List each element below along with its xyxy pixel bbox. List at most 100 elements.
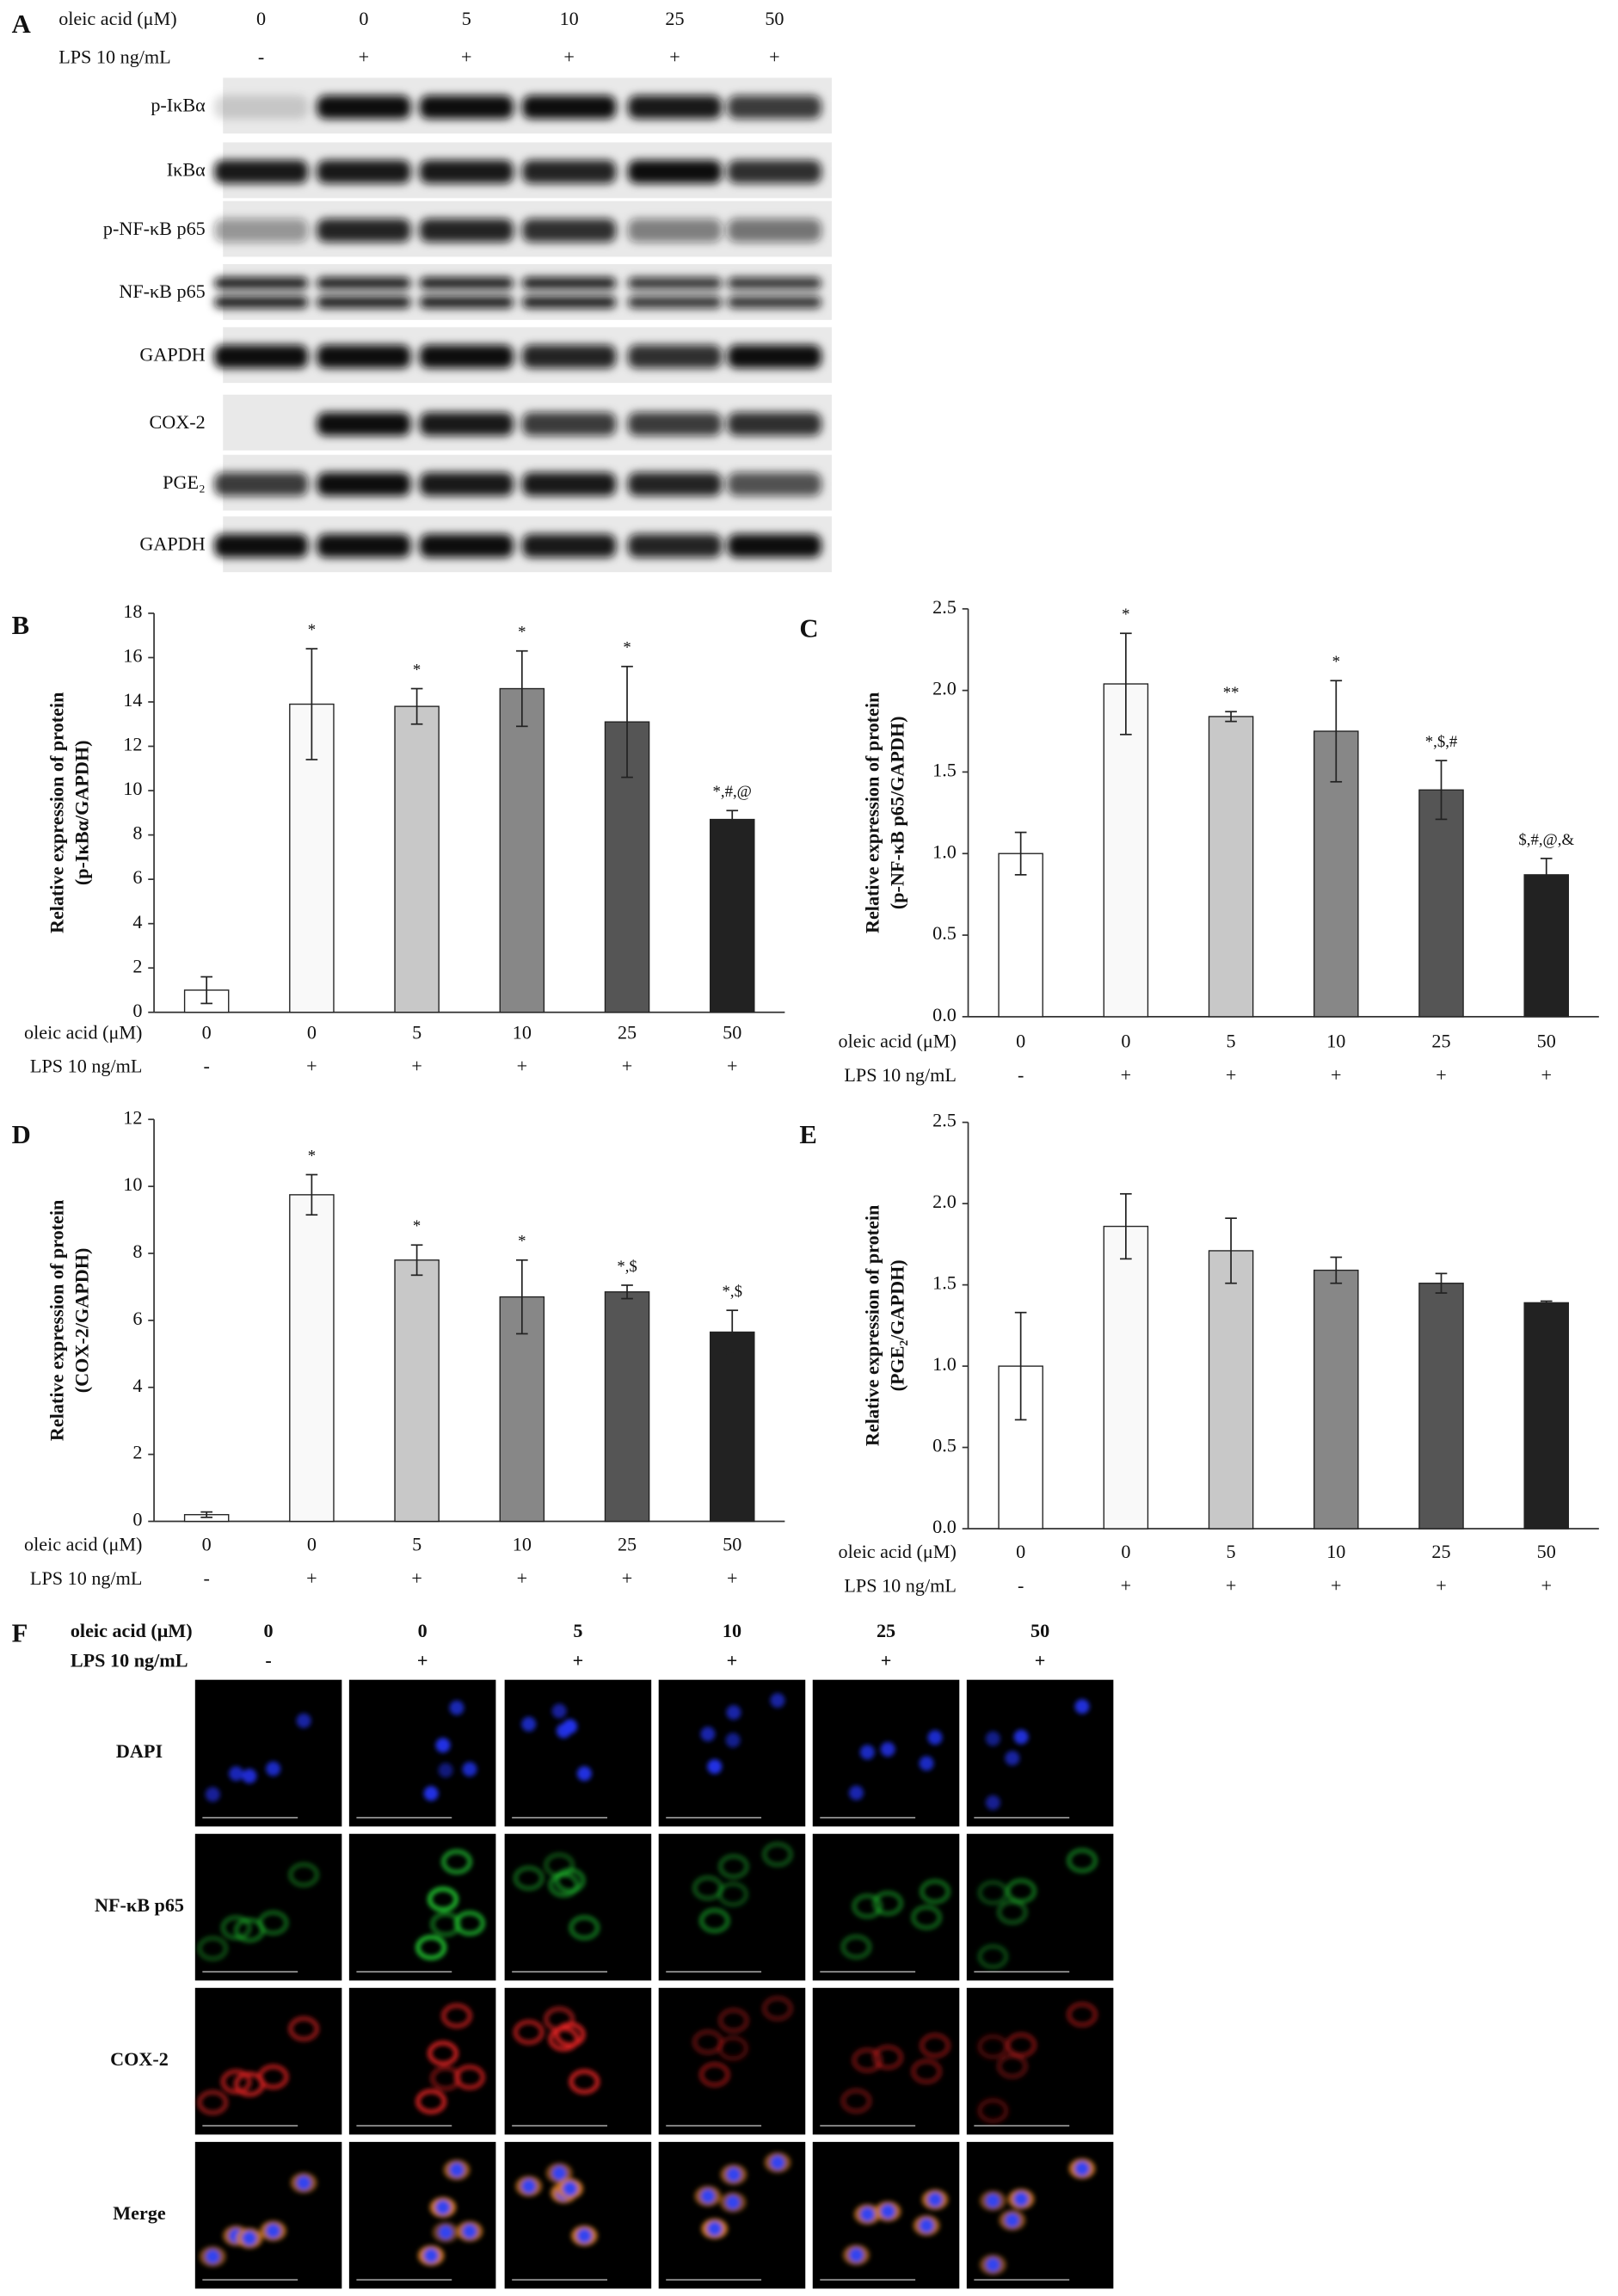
panel-letter: C: [799, 613, 818, 643]
cell: [920, 2033, 950, 2059]
nucleus: [435, 1738, 451, 1753]
nucleus: [725, 2194, 741, 2210]
x-tick-label: +: [622, 1056, 633, 1077]
band: [727, 95, 821, 120]
micrograph: [504, 1833, 652, 1981]
x-tick-label: 25: [1431, 1031, 1450, 1052]
cell: [554, 2022, 586, 2047]
nucleus: [435, 2200, 451, 2215]
cell: [852, 1893, 883, 1919]
band: [522, 412, 617, 436]
row-label: LPS 10 ng/mL: [30, 1567, 142, 1589]
panel-letter: A: [12, 9, 31, 39]
nucleus: [296, 2175, 311, 2190]
cell: [220, 1915, 252, 1941]
nucleus: [1074, 1699, 1090, 1714]
band: [522, 533, 617, 558]
channel-label: NF-κB p65: [95, 1894, 184, 1916]
blot-bands: [213, 95, 821, 120]
panel-letter: E: [799, 1120, 816, 1149]
x-tick-label: 50: [723, 1534, 741, 1555]
error-bar: [1014, 1311, 1027, 1421]
y-tick-label: 8: [132, 822, 142, 844]
y-tick-label: 4: [132, 911, 142, 933]
panel-letter: F: [12, 1619, 28, 1648]
nucleus: [927, 2192, 943, 2207]
nucleus: [859, 1745, 875, 1760]
y-tick-label: 0.5: [932, 922, 957, 944]
significance-label: *,$: [723, 1283, 742, 1301]
micrograph: [348, 1833, 496, 1981]
x-tick-label: +: [1331, 1064, 1342, 1086]
y-tick-label: 0.0: [932, 1004, 957, 1025]
cell: [441, 1849, 472, 1874]
cell: [996, 1899, 1028, 1925]
band: [522, 219, 617, 243]
band: [213, 296, 309, 309]
nucleus: [423, 2248, 439, 2263]
panel-letter: B: [12, 611, 29, 640]
nucleus: [919, 1756, 934, 1771]
significance-label: *,$,#: [1425, 733, 1458, 751]
x-tick-label: +: [306, 1056, 317, 1077]
cells: [700, 1693, 785, 1775]
x-tick-label: 5: [1227, 1541, 1236, 1562]
x-tick-label: 50: [1537, 1031, 1556, 1052]
cells: [417, 2159, 483, 2266]
column-label: 0: [359, 8, 368, 29]
cells: [205, 1713, 311, 1802]
band: [627, 412, 723, 436]
cell: [852, 2047, 883, 2073]
band: [317, 412, 411, 436]
nucleus: [1005, 2213, 1020, 2228]
nucleus: [770, 2155, 785, 2170]
cell: [911, 1905, 942, 1930]
nucleus: [462, 2224, 477, 2239]
cell: [840, 1934, 872, 1960]
nucleus: [1005, 1751, 1020, 1766]
y-tick-label: 12: [123, 734, 142, 755]
column-label: +: [461, 46, 472, 67]
blot-bands: [213, 533, 821, 558]
nucleus: [242, 2231, 257, 2246]
x-tick-label: 10: [1326, 1541, 1345, 1562]
error-bar: [621, 1284, 633, 1300]
channel-label: Merge: [113, 2202, 166, 2224]
y-tick-label: 8: [132, 1240, 142, 1262]
band: [419, 412, 514, 436]
x-tick-label: +: [1331, 1574, 1342, 1596]
band: [317, 219, 411, 243]
column-label: +: [1035, 1649, 1046, 1671]
nucleus: [266, 1761, 281, 1776]
nucleus: [449, 1700, 464, 1715]
band: [317, 277, 411, 290]
cells: [513, 1852, 600, 1941]
blot-strip: [223, 264, 832, 320]
channel-label: DAPI: [116, 1740, 163, 1762]
nucleus: [462, 1762, 477, 1777]
bar: [604, 1291, 650, 1523]
column-label: 10: [560, 8, 579, 29]
y-tick-label: 0.5: [932, 1435, 957, 1456]
error-bar: [410, 1244, 423, 1277]
column-label: 5: [573, 1620, 582, 1641]
y-tick-label: 2.5: [932, 596, 957, 618]
significance-label: *: [1332, 653, 1340, 671]
error-bar: [1435, 1272, 1448, 1294]
column-label: +: [881, 1649, 892, 1671]
error-bar: [515, 1259, 528, 1335]
y-tick-label: 12: [123, 1106, 142, 1128]
bar: [998, 853, 1043, 1018]
nucleus: [551, 1703, 567, 1719]
cell: [698, 2062, 730, 2088]
micrograph: [504, 1987, 652, 2135]
band: [213, 277, 309, 290]
micrograph: [504, 2141, 652, 2289]
band: [419, 159, 514, 184]
x-tick-label: 0: [202, 1021, 212, 1043]
band: [627, 344, 723, 369]
significance-label: *: [413, 1217, 421, 1235]
blot-bands: [213, 219, 821, 243]
nucleus: [985, 2193, 1000, 2208]
